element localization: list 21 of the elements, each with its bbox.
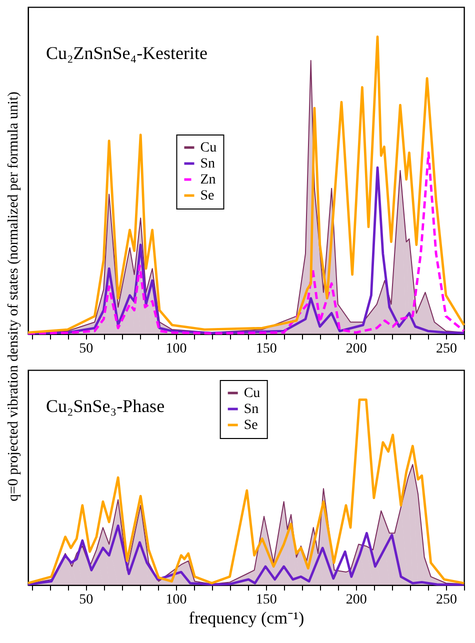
legend-label: Zn	[200, 172, 216, 188]
legend-label: Se	[200, 188, 214, 204]
x-tick-label: 100	[166, 592, 187, 608]
x-tick-label: 250	[436, 592, 457, 608]
x-tick-label: 100	[166, 342, 187, 356]
legend-label: Se	[244, 418, 258, 433]
x-tick-label: 250	[436, 342, 457, 356]
legend-label: Sn	[244, 402, 259, 417]
x-tick-label: 200	[346, 592, 367, 608]
y-axis-title: q=0 projected vibration density of states (normalized per formula unit)	[6, 92, 22, 502]
x-tick-label: 150	[256, 592, 277, 608]
x-tick-label: 50	[79, 592, 94, 608]
x-tick-label: 150	[256, 342, 277, 356]
legend-label: Cu	[200, 140, 217, 156]
legend-label: Sn	[200, 156, 216, 172]
chart-title: Cu₂ZnSnSe₄-Kesterite	[46, 43, 208, 63]
x-tick-label: 50	[79, 342, 94, 356]
legend-label: Cu	[244, 386, 260, 401]
x-axis-title: frequency (cm⁻¹)	[188, 608, 304, 628]
x-tick-label: 200	[346, 342, 367, 356]
chart-title: Cu₂SnSe₃-Phase	[46, 396, 165, 416]
